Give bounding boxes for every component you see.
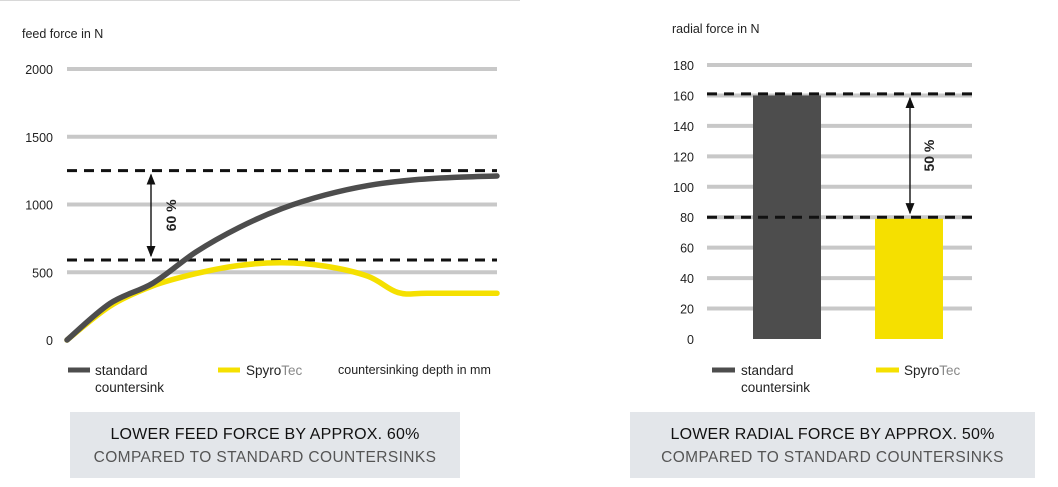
- radial-ytick-7: 140: [673, 120, 694, 134]
- legend-label-standard-line2: countersink: [95, 380, 164, 395]
- bar-spyrotec: [875, 218, 943, 339]
- radial-ytick-2: 40: [680, 272, 694, 286]
- spyrotec-line: [64, 260, 500, 343]
- radial-ytick-5: 100: [673, 181, 694, 195]
- feed-ytick-1: 500: [32, 266, 53, 280]
- radial-ytick-9: 180: [673, 59, 694, 73]
- feed-ytick-0: 0: [46, 334, 53, 348]
- radial-legend-label-standard-line1: standard: [741, 363, 794, 378]
- feed-annotation-60-percent: 60 %: [163, 199, 179, 231]
- feed-xlabel: countersinking depth in mm: [338, 363, 491, 377]
- legend-label-spyrotec: SpyroTec: [246, 363, 303, 378]
- radial-legend-label-standard-line2: countersink: [741, 380, 810, 395]
- radial-ytick-3: 60: [680, 242, 694, 256]
- standard-countersink-line: [64, 173, 500, 343]
- legend-spyro-part: Spyro: [246, 363, 281, 378]
- feed-ytick-2: 1000: [25, 199, 53, 213]
- caption-feed-force-sub: COMPARED TO STANDARD COUNTERSINKS: [93, 449, 437, 466]
- radial-legend-tec-part: Tec: [939, 363, 960, 378]
- caption-feed-force: LOWER FEED FORCE BY APPROX. 60% COMPARED…: [70, 412, 460, 478]
- caption-radial-force-main: LOWER RADIAL FORCE BY APPROX. 50%: [670, 426, 995, 443]
- radial-ytick-1: 20: [680, 303, 694, 317]
- caption-radial-force: LOWER RADIAL FORCE BY APPROX. 50% COMPAR…: [630, 412, 1035, 478]
- caption-feed-force-main: LOWER FEED FORCE BY APPROX. 60%: [110, 426, 420, 443]
- radial-legend-label-spyrotec: SpyroTec: [904, 363, 961, 378]
- top-divider-left: [0, 0, 520, 1]
- feed-ytick-3: 1500: [25, 131, 53, 145]
- radial-ytick-6: 120: [673, 150, 694, 164]
- feed-force-ylabel: feed force in N: [22, 27, 103, 41]
- caption-radial-force-sub: COMPARED TO STANDARD COUNTERSINKS: [661, 449, 1004, 466]
- radial-force-ylabel: radial force in N: [672, 22, 760, 36]
- feed-ytick-4: 2000: [25, 63, 53, 77]
- legend-label-standard-line1: standard: [95, 363, 148, 378]
- radial-ytick-0: 0: [687, 333, 694, 347]
- radial-ytick-8: 160: [673, 89, 694, 103]
- legend-tec-part: Tec: [281, 363, 302, 378]
- radial-ytick-4: 80: [680, 211, 694, 225]
- radial-legend-spyro-part: Spyro: [904, 363, 939, 378]
- radial-annotation-50-percent: 50 %: [921, 139, 937, 171]
